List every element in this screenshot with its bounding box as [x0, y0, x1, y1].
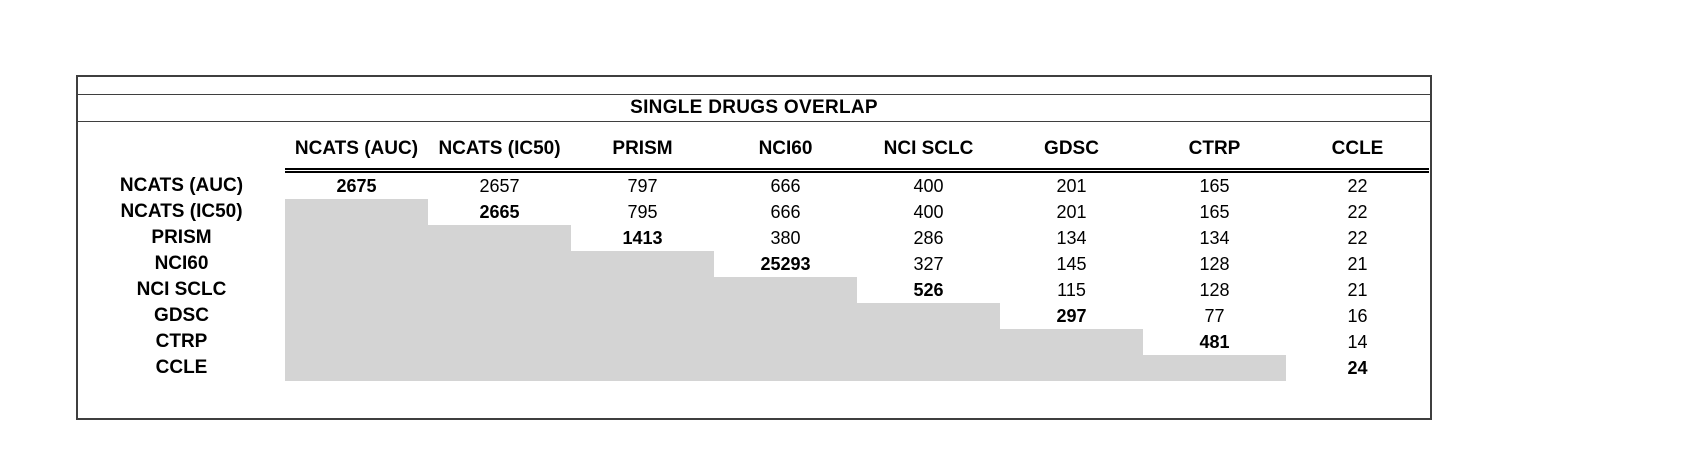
matrix-cell: 128	[1199, 254, 1230, 274]
row-label: PRISM	[151, 227, 212, 248]
column-header: NCATS (IC50)	[428, 129, 571, 173]
diagonal-cell: 2665	[479, 202, 520, 222]
matrix-cell: 286	[913, 228, 944, 248]
shaded-cell	[714, 277, 857, 303]
overlap-table-box: SINGLE DRUGS OVERLAP NCATS (AUC) NCATS (I…	[76, 75, 1432, 420]
shaded-cell	[571, 303, 714, 329]
shaded-cell	[857, 355, 1000, 381]
row-label: NCI SCLC	[136, 279, 227, 300]
matrix-cell: 2657	[479, 176, 520, 196]
diagonal-cell: 2675	[336, 176, 377, 196]
matrix-cell: 797	[627, 176, 658, 196]
matrix-cell: 380	[770, 228, 801, 248]
shaded-cell	[428, 329, 571, 355]
matrix-cell: 165	[1199, 176, 1230, 196]
diagonal-cell: 481	[1199, 332, 1230, 352]
diagonal-cell: 1413	[622, 228, 663, 248]
diagonal-cell: 526	[913, 280, 944, 300]
row-label: NCATS (AUC)	[119, 175, 244, 196]
diagonal-cell: 24	[1347, 358, 1368, 378]
column-header: NCI60	[714, 129, 857, 173]
header-spacer-row	[78, 77, 1430, 95]
matrix-cell: 145	[1056, 254, 1087, 274]
matrix-cell: 77	[1204, 306, 1225, 326]
shaded-cell	[285, 225, 428, 251]
shaded-cell	[428, 303, 571, 329]
matrix-cell: 134	[1056, 228, 1087, 248]
matrix-cell: 201	[1056, 202, 1087, 222]
shaded-cell	[428, 277, 571, 303]
shaded-cell	[714, 355, 857, 381]
shaded-cell	[571, 251, 714, 277]
shaded-cell	[285, 329, 428, 355]
shaded-cell	[571, 355, 714, 381]
column-header: GDSC	[1000, 129, 1143, 173]
shaded-cell	[285, 355, 428, 381]
column-header: NCI SCLC	[857, 129, 1000, 173]
matrix-cell: 21	[1347, 280, 1368, 300]
shaded-cell	[428, 225, 571, 251]
shaded-cell	[714, 329, 857, 355]
shaded-cell	[1000, 329, 1143, 355]
matrix-cell: 165	[1199, 202, 1230, 222]
shaded-cell	[714, 303, 857, 329]
matrix-cell: 666	[770, 202, 801, 222]
row-label: NCI60	[154, 253, 209, 274]
column-header: CCLE	[1286, 129, 1429, 173]
shaded-cell	[1143, 355, 1286, 381]
table-title: SINGLE DRUGS OVERLAP	[78, 95, 1430, 122]
matrix-cell: 666	[770, 176, 801, 196]
matrix-cell: 795	[627, 202, 658, 222]
matrix-cell: 327	[913, 254, 944, 274]
overlap-matrix: NCATS (AUC) NCATS (IC50) PRISM NCI60 NCI SCL…	[78, 122, 1430, 381]
matrix-cell: 400	[913, 202, 944, 222]
shaded-cell	[428, 355, 571, 381]
shaded-cell	[857, 329, 1000, 355]
matrix-cell: 22	[1347, 228, 1368, 248]
matrix-cell: 16	[1347, 306, 1368, 326]
shaded-cell	[857, 303, 1000, 329]
row-label: NCATS (IC50)	[120, 201, 243, 222]
shaded-cell	[285, 277, 428, 303]
diagonal-cell: 297	[1056, 306, 1087, 326]
column-header: NCATS (AUC)	[285, 129, 428, 173]
diagonal-cell: 25293	[760, 254, 811, 274]
shaded-cell	[1000, 355, 1143, 381]
matrix-cell: 21	[1347, 254, 1368, 274]
matrix-cell: 22	[1347, 176, 1368, 196]
matrix-cell: 400	[913, 176, 944, 196]
row-label: GDSC	[154, 305, 209, 326]
row-label: CTRP	[155, 331, 208, 352]
shaded-cell	[285, 199, 428, 225]
shaded-cell	[571, 277, 714, 303]
matrix-cell: 14	[1347, 332, 1368, 352]
matrix-cell: 128	[1199, 280, 1230, 300]
matrix-cell: 115	[1057, 280, 1086, 300]
shaded-cell	[428, 251, 571, 277]
matrix-cell: 201	[1056, 176, 1087, 196]
shaded-cell	[285, 303, 428, 329]
corner-cell	[78, 129, 285, 173]
matrix-cell: 134	[1199, 228, 1230, 248]
column-header: CTRP	[1143, 129, 1286, 173]
row-label: CCLE	[155, 357, 208, 378]
column-header: PRISM	[571, 129, 714, 173]
shaded-cell	[571, 329, 714, 355]
matrix-cell: 22	[1347, 202, 1368, 222]
shaded-cell	[285, 251, 428, 277]
